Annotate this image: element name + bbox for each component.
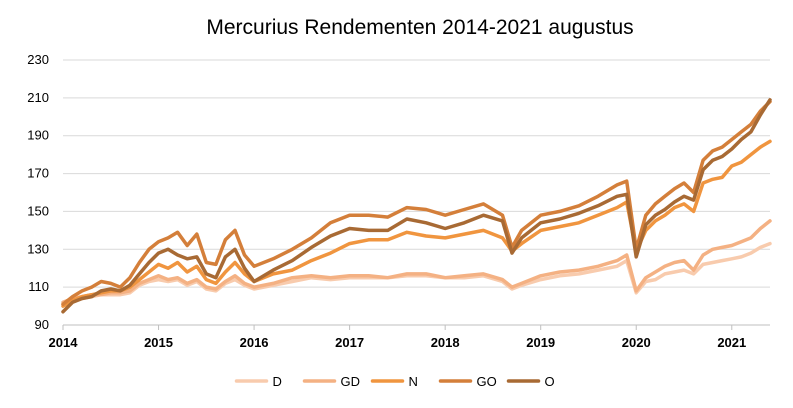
series-line-n [61, 139, 772, 308]
x-tick-label: 2021 [717, 335, 746, 350]
y-tick-label: 90 [35, 317, 49, 332]
legend-item-o: O [506, 374, 555, 389]
x-tick-label: 2019 [526, 335, 555, 350]
y-tick-label: 110 [28, 279, 49, 294]
x-tick-label: 2017 [335, 335, 364, 350]
y-tick-label: 150 [27, 203, 49, 218]
legend-item-gd: GD [302, 374, 361, 389]
y-tick-label: 190 [27, 128, 49, 143]
chart-title: Mercurius Rendementen 2014-2021 augustus [206, 16, 633, 39]
y-axis-tick-labels: 90 110 130 150 170 190 210 230 [27, 52, 49, 332]
legend-label: N [409, 374, 418, 389]
x-tick-label: 2016 [240, 335, 269, 350]
x-tick-label: 2018 [431, 335, 460, 350]
y-tick-label: 210 [27, 90, 49, 105]
legend-label: O [545, 374, 555, 389]
legend-item-n: N [370, 374, 418, 389]
series-lines [61, 98, 772, 314]
series-line-d [61, 241, 772, 306]
legend-item-go: GO [438, 374, 497, 389]
x-tick-label: 2020 [622, 335, 651, 350]
series-line-gd [61, 219, 772, 305]
x-tick-label: 2015 [144, 335, 173, 350]
series-line-go [61, 99, 772, 306]
legend-label: D [273, 374, 282, 389]
legend-label: GD [341, 374, 361, 389]
x-axis-tick-labels: 2014 2015 2016 2017 2018 2019 2020 2021 [49, 325, 746, 350]
series-line-o [61, 98, 772, 314]
y-tick-label: 170 [27, 166, 49, 181]
y-tick-label: 230 [27, 52, 49, 67]
y-tick-label: 130 [27, 241, 49, 256]
gridlines [63, 59, 770, 326]
legend: D GD N GO O [234, 374, 555, 389]
legend-item-d: D [234, 374, 282, 389]
legend-label: GO [477, 374, 497, 389]
x-tick-label: 2014 [49, 335, 79, 350]
